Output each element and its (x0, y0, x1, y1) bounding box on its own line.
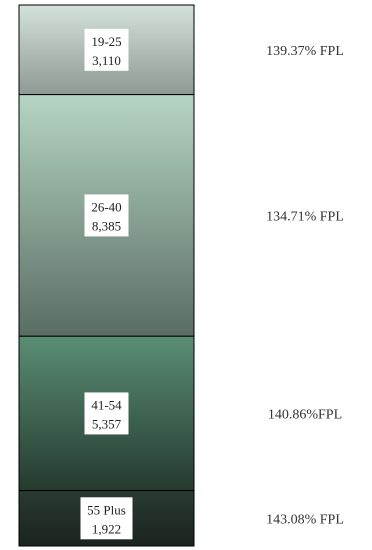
label-box-41-54 (84, 392, 129, 435)
fpl-label-41-54: 140.86%FPL (268, 407, 342, 422)
bar-segments (18, 4, 195, 547)
label-box-26-40 (84, 194, 129, 237)
segment-category-41-54: 41-54 (91, 397, 122, 412)
label-box-55-plus (80, 497, 133, 540)
segment-value-41-54: 5,357 (92, 416, 122, 431)
fpl-label-55-plus: 143.08% FPL (266, 512, 344, 527)
label-box-19-25 (84, 28, 129, 71)
segment-category-55-plus: 55 Plus (87, 502, 126, 517)
segment-value-55-plus: 1,922 (92, 521, 121, 536)
segment-labels: 19-25 3,110 26-40 8,385 41-54 5,357 55 Plus 1,9… (80, 28, 133, 540)
fpl-label-19-25: 139.37% FPL (266, 44, 344, 59)
segment-category-26-40: 26-40 (91, 199, 121, 214)
fpl-labels: 139.37% FPL 134.71% FPL 140.86%FPL 143.08% … (266, 44, 344, 527)
segment-category-19-25: 19-25 (91, 34, 121, 49)
segment-value-19-25: 3,110 (92, 53, 121, 68)
segment-value-26-40: 8,385 (92, 218, 121, 233)
fpl-label-26-40: 134.71% FPL (266, 209, 344, 224)
